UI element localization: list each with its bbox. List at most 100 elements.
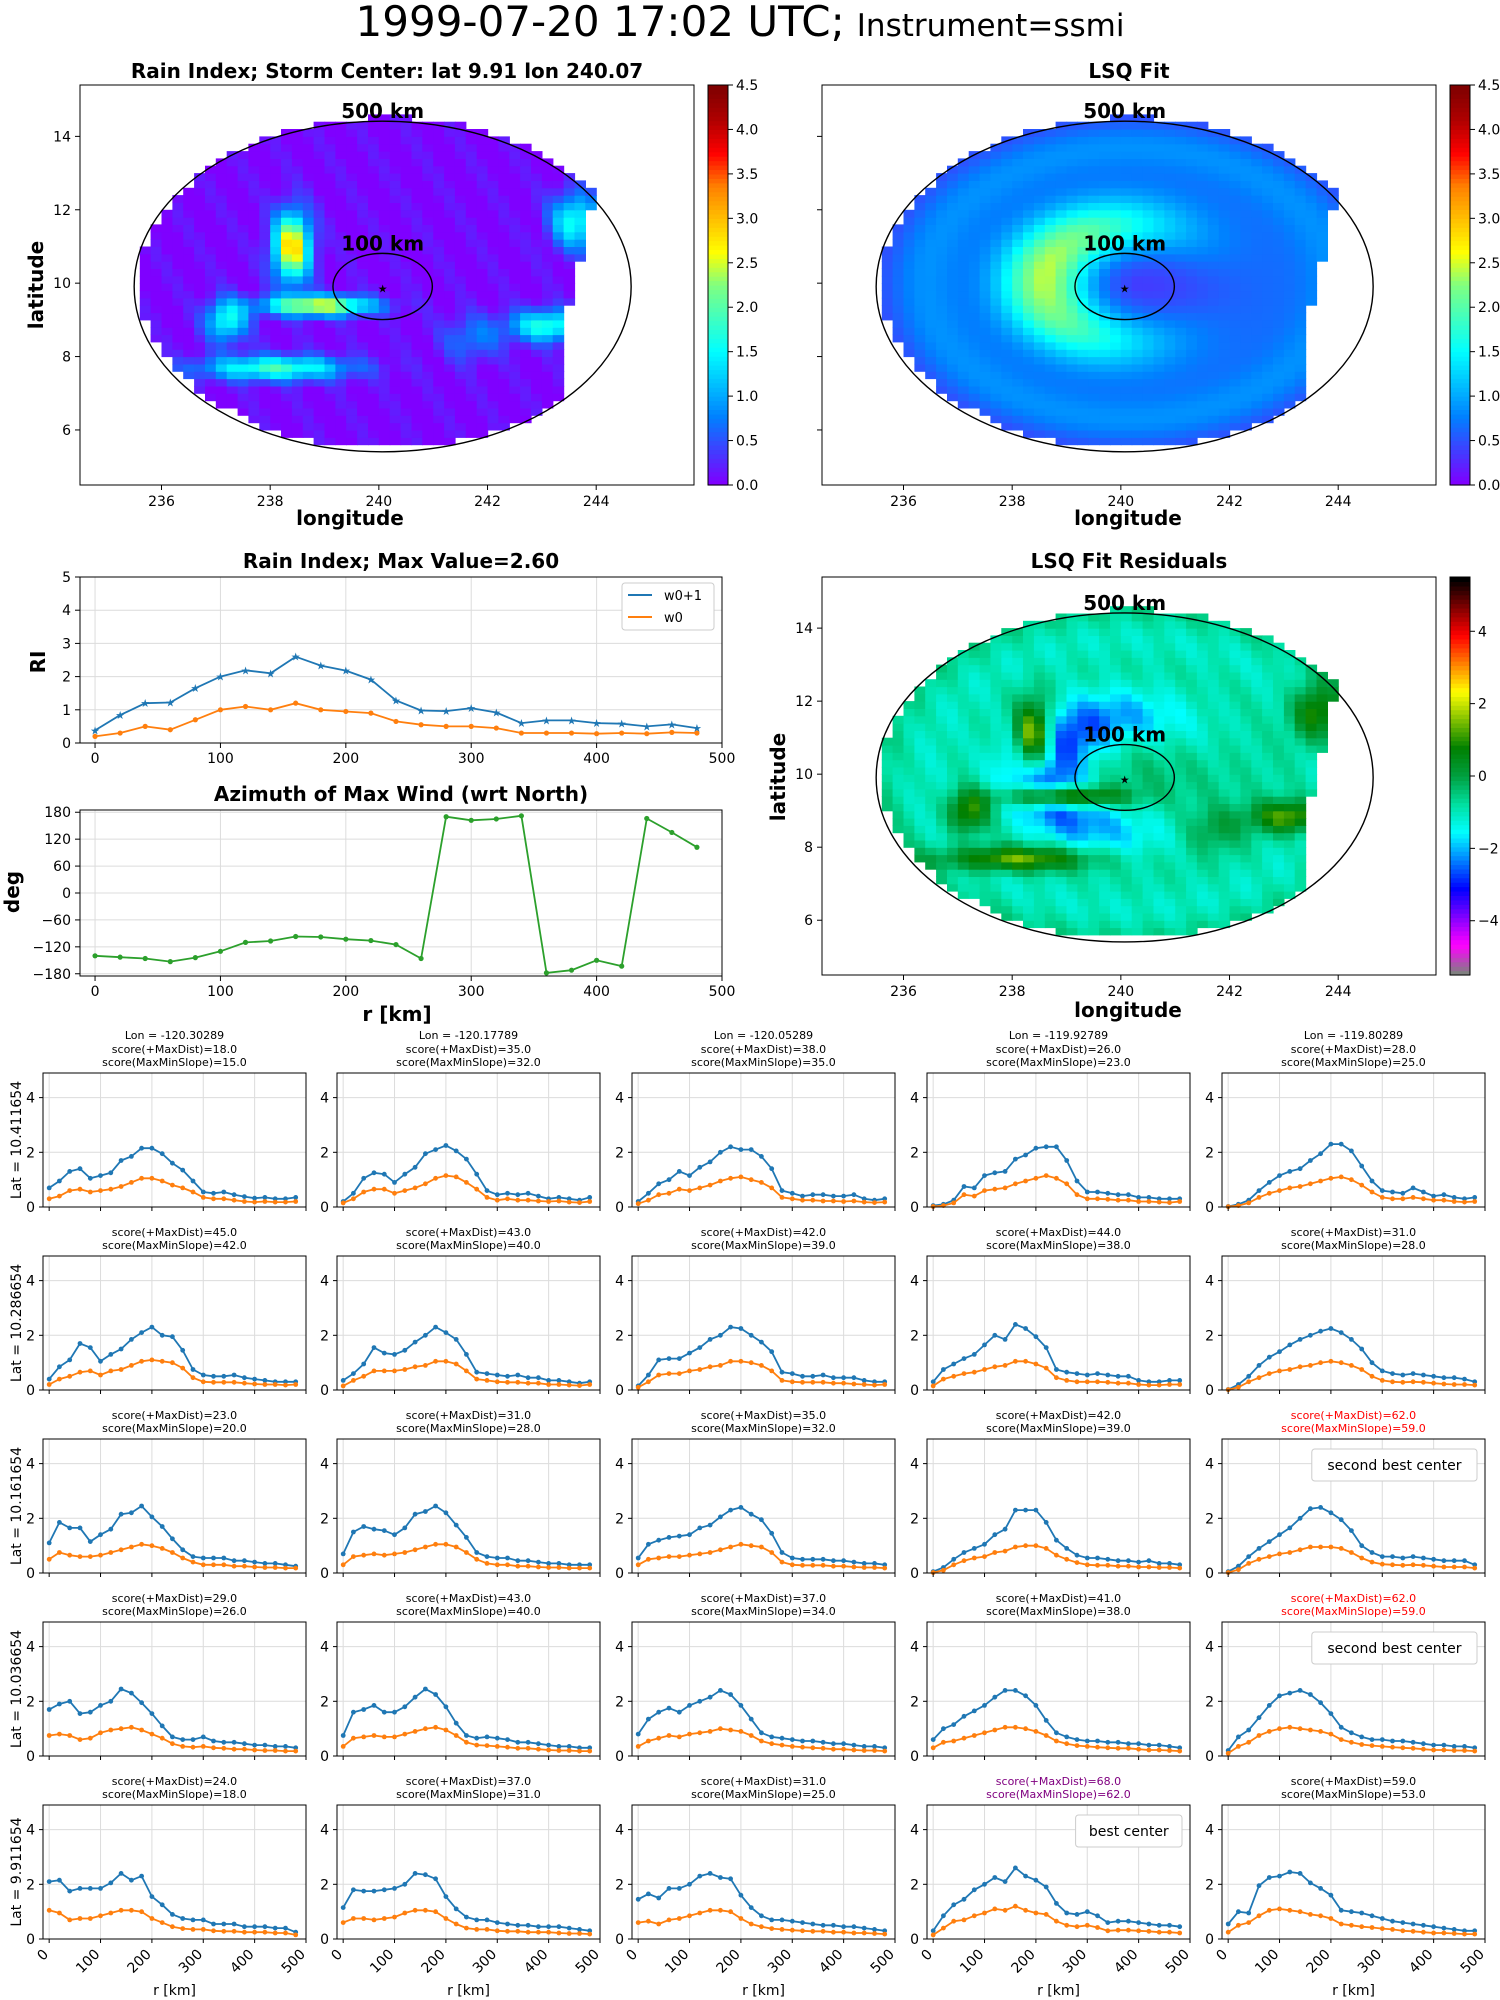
- field-pixel: [1229, 854, 1241, 863]
- field-pixel: [520, 246, 532, 255]
- field-pixel: [161, 341, 173, 350]
- field-pixel: [1196, 121, 1209, 130]
- field-pixel: [1240, 422, 1252, 431]
- field-pixel: [1175, 664, 1187, 673]
- field-pixel: [1207, 832, 1220, 841]
- field-pixel: [1240, 327, 1252, 336]
- field-pixel: [248, 297, 260, 306]
- field-pixel: [1164, 693, 1176, 702]
- field-pixel: [454, 407, 467, 416]
- field-pixel: [1088, 766, 1100, 775]
- field-pixel: [324, 378, 336, 387]
- field-pixel: [215, 305, 228, 314]
- field-pixel: [259, 415, 271, 424]
- field-pixel: [454, 268, 467, 277]
- field-pixel: [1044, 297, 1057, 306]
- field-pixel: [422, 400, 434, 409]
- field-pixel: [465, 305, 478, 314]
- field-pixel: [259, 224, 271, 233]
- field-pixel: [1023, 796, 1035, 804]
- field-pixel: [1186, 356, 1198, 365]
- field-pixel: [936, 818, 948, 826]
- colorbar-segment: [1450, 793, 1470, 799]
- field-pixel: [914, 334, 926, 343]
- field-pixel: [1001, 657, 1013, 666]
- field-pixel: [226, 363, 239, 372]
- field-pixel: [346, 224, 358, 233]
- field-pixel: [979, 349, 992, 358]
- field-pixel: [335, 224, 347, 233]
- field-pixel: [1055, 290, 1068, 299]
- colorbar-segment: [1450, 316, 1470, 322]
- field-pixel: [444, 312, 456, 321]
- field-pixel: [1196, 920, 1209, 929]
- field-pixel: [1023, 217, 1035, 225]
- colorbar-tick-label: 3.5: [736, 167, 758, 183]
- field-pixel: [1120, 832, 1133, 841]
- field-pixel: [172, 261, 184, 269]
- field-pixel: [226, 180, 239, 189]
- field-pixel: [1294, 708, 1307, 717]
- field-pixel: [1186, 920, 1198, 929]
- field-pixel: [979, 774, 992, 783]
- field-pixel: [1186, 312, 1198, 321]
- field-pixel: [1273, 349, 1285, 358]
- field-pixel: [903, 715, 915, 724]
- ring-100km: [1074, 252, 1176, 321]
- field-pixel: [422, 363, 434, 372]
- field-pixel: [215, 349, 228, 358]
- field-pixel: [1066, 180, 1078, 189]
- field-pixel: [541, 371, 554, 380]
- field-pixel: [1229, 202, 1241, 211]
- field-pixel: [1110, 319, 1122, 328]
- field-pixel: [454, 151, 467, 159]
- field-pixel: [368, 268, 380, 277]
- field-pixel: [1316, 708, 1328, 717]
- field-pixel: [531, 393, 543, 402]
- field-pixel: [1240, 268, 1252, 277]
- field-pixel: [1110, 297, 1122, 306]
- field-pixel: [1088, 883, 1100, 892]
- colorbar-segment: [1450, 307, 1470, 313]
- field-pixel: [936, 253, 948, 262]
- field-pixel: [947, 378, 959, 387]
- field-pixel: [259, 297, 271, 306]
- field-pixel: [520, 231, 532, 240]
- field-pixel: [1207, 305, 1220, 314]
- colorbar-segment: [708, 276, 728, 282]
- field-pixel: [444, 121, 456, 130]
- field-pixel: [444, 158, 456, 167]
- field-pixel: [1110, 400, 1122, 409]
- field-pixel: [194, 195, 206, 203]
- field-pixel: [259, 356, 271, 365]
- field-pixel: [968, 803, 981, 812]
- field-pixel: [541, 319, 554, 328]
- field-pixel: [1033, 261, 1046, 269]
- field-pixel: [1229, 297, 1241, 306]
- field-pixel: [183, 290, 195, 299]
- y-tick-label: 14: [53, 129, 71, 145]
- field-pixel: [498, 202, 510, 211]
- field-pixel: [1023, 422, 1035, 431]
- field-pixel: [947, 861, 959, 870]
- field-pixel: [957, 701, 970, 709]
- field-pixel: [302, 319, 315, 328]
- field-pixel: [389, 253, 402, 262]
- field-pixel: [1033, 708, 1046, 717]
- field-pixel: [1316, 187, 1328, 196]
- field-pixel: [313, 129, 326, 137]
- field-pixel: [1164, 708, 1176, 717]
- field-pixel: [509, 385, 521, 394]
- field-pixel: [1251, 378, 1263, 387]
- field-pixel: [400, 400, 413, 409]
- field-pixel: [259, 151, 271, 159]
- field-pixel: [1077, 818, 1089, 826]
- field-pixel: [1066, 730, 1078, 739]
- field-pixel: [454, 261, 467, 269]
- colorbar-segment: [1450, 462, 1470, 468]
- field-pixel: [1142, 129, 1155, 137]
- field-pixel: [1175, 912, 1187, 921]
- field-pixel: [422, 356, 434, 365]
- field-pixel: [1055, 121, 1068, 130]
- field-pixel: [1164, 121, 1176, 130]
